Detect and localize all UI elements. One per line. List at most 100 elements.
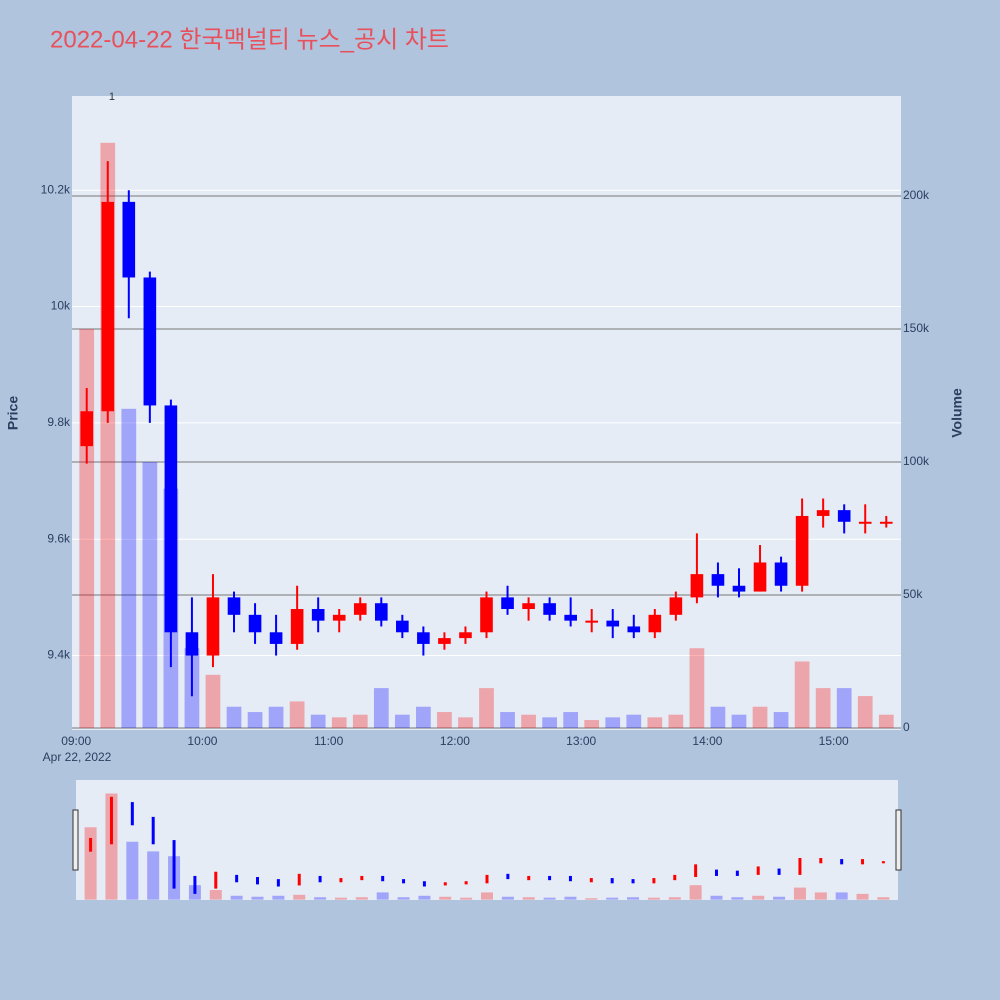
slider-volume-bar [627, 897, 640, 900]
candle-body [332, 614, 346, 621]
x-tick-label: 10:00 [187, 734, 217, 748]
x-tick-label: 09:00 [61, 734, 91, 748]
slider-volume-bar [543, 897, 556, 900]
slider-volume-bar [710, 895, 723, 900]
volume-bar [878, 714, 894, 729]
candle-body [753, 562, 767, 592]
volume-bar [352, 714, 368, 729]
slider-volume-bar [773, 896, 786, 900]
volume-bar [268, 706, 284, 729]
candle-body [480, 597, 493, 633]
slider-volume-bar [293, 894, 306, 900]
candle-body [353, 603, 367, 615]
slider-volume-bar [481, 892, 493, 900]
candle-body [206, 597, 220, 656]
y-axis-title: Price [5, 396, 21, 430]
volume-bar [773, 712, 789, 729]
candle-body [690, 574, 704, 598]
volume-bar [394, 714, 410, 729]
slider-volume-bar [439, 896, 452, 900]
candle-body [438, 638, 451, 644]
candle-body [396, 620, 409, 633]
volume-bar [521, 714, 536, 729]
slider-volume-bar [230, 895, 243, 900]
range-handle-left[interactable] [72, 809, 79, 871]
slider-volume-bar [314, 897, 327, 900]
candle-body [374, 603, 388, 621]
candle-body [564, 614, 577, 621]
volume-bar [584, 720, 600, 729]
slider-volume-bar [752, 895, 765, 900]
volume-bar [247, 712, 263, 729]
volume-bar [416, 706, 431, 729]
slider-volume-bar [564, 896, 577, 900]
candle-body [227, 597, 241, 615]
slider-volume-bar [835, 892, 848, 900]
candle-body [543, 603, 556, 615]
candle-body [501, 597, 514, 610]
candle-body [522, 603, 535, 610]
volume-bar [668, 714, 684, 729]
candle-body [837, 510, 851, 522]
y-tick-label: 9.6k [47, 531, 71, 545]
slider-volume-bar [731, 897, 744, 900]
volume-bar [752, 706, 768, 729]
y2-tick-label: 200k [903, 188, 930, 202]
candle-body [732, 585, 746, 592]
candle-body [185, 632, 199, 656]
candle-body [858, 521, 872, 524]
volume-bar [542, 717, 557, 729]
range-handle-right[interactable] [895, 809, 902, 871]
candle-body [101, 201, 115, 412]
candle-body [648, 614, 662, 633]
candle-body [879, 521, 893, 524]
candle-body [311, 609, 325, 621]
slider-volume-bar [418, 895, 431, 900]
candle-body [164, 405, 178, 633]
candle-body [627, 626, 641, 633]
volume-bar [373, 688, 389, 729]
slider-volume-bar [334, 897, 347, 900]
y2-tick-label: 150k [903, 321, 930, 335]
slider-volume-bar [126, 841, 139, 900]
candle-body [417, 632, 430, 644]
candle-body [143, 277, 157, 406]
y2-tick-label: 100k [903, 454, 930, 468]
y-tick-label: 9.4k [47, 648, 71, 662]
slider-volume-bar [522, 897, 535, 900]
volume-bar [121, 408, 137, 729]
slider-volume-bar [84, 827, 97, 900]
candle-body [774, 562, 788, 586]
y-tick-label: 9.8k [47, 415, 71, 429]
volume-bar [836, 688, 852, 729]
x-date-label: Apr 22, 2022 [43, 750, 112, 764]
x-tick-label: 14:00 [692, 734, 722, 748]
slider-volume-bar [251, 896, 264, 900]
volume-bar [689, 648, 705, 729]
volume-bar [605, 717, 621, 729]
x-tick-label: 11:00 [314, 734, 343, 748]
volume-bar [142, 462, 158, 729]
slider-volume-bar [209, 889, 222, 900]
slider-volume-bar [460, 897, 473, 900]
volume-bar [626, 714, 642, 729]
candle-body [80, 411, 94, 447]
volume-bar [500, 712, 515, 729]
slider-volume-bar [856, 893, 869, 900]
volume-bar [794, 661, 810, 729]
volume-bar [226, 706, 242, 729]
volume-bar [857, 696, 873, 729]
slider-volume-bar [397, 897, 410, 900]
volume-bar [310, 714, 326, 729]
volume-bar [331, 717, 347, 729]
volume-bar [563, 712, 579, 729]
slider-volume-bar [272, 895, 285, 900]
volume-bar [479, 688, 494, 729]
candle-body [290, 609, 304, 644]
volume-bar [710, 706, 726, 729]
candle-body [816, 510, 830, 516]
candle-body [711, 574, 725, 586]
annotation: 1 [109, 91, 115, 103]
candle-body [795, 515, 809, 586]
